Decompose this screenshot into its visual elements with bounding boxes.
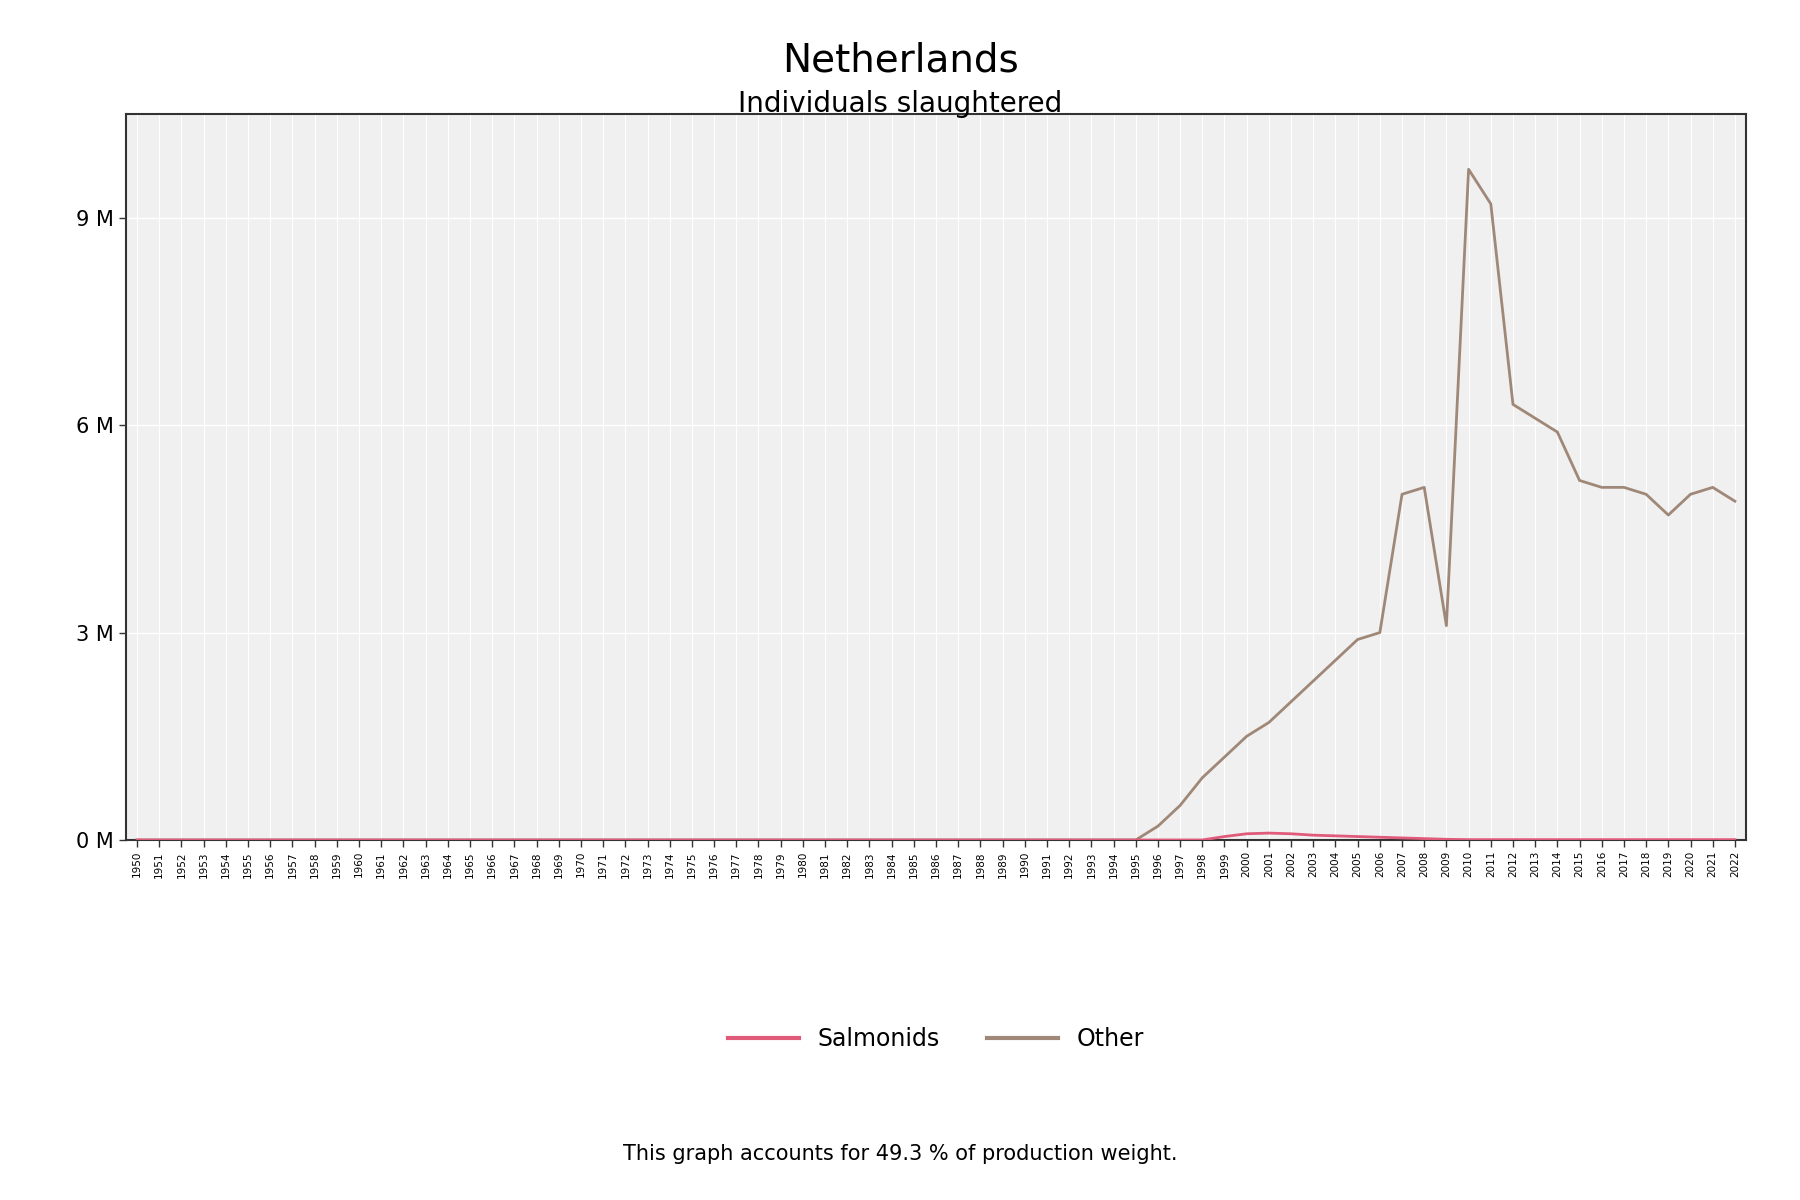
- Salmonids: [1480, 833, 1501, 847]
- Other: [1591, 480, 1613, 494]
- Other: [925, 833, 947, 847]
- Salmonids: [481, 833, 502, 847]
- Other: [1458, 162, 1480, 176]
- Salmonids: [1724, 833, 1746, 847]
- Other: [126, 833, 148, 847]
- Salmonids: [659, 833, 680, 847]
- Salmonids: [925, 833, 947, 847]
- Other: [1724, 494, 1746, 509]
- Line: Salmonids: Salmonids: [137, 833, 1735, 840]
- Other: [659, 833, 680, 847]
- Text: Netherlands: Netherlands: [781, 42, 1019, 80]
- Salmonids: [1525, 833, 1546, 847]
- Text: Individuals slaughtered: Individuals slaughtered: [738, 90, 1062, 118]
- Salmonids: [1591, 833, 1613, 847]
- Legend: Salmonids, Other: Salmonids, Other: [718, 1018, 1154, 1061]
- Other: [1525, 412, 1546, 426]
- Line: Other: Other: [137, 169, 1735, 840]
- Other: [1480, 197, 1501, 211]
- Text: This graph accounts for 49.3 % of production weight.: This graph accounts for 49.3 % of produc…: [623, 1144, 1177, 1164]
- Other: [481, 833, 502, 847]
- Salmonids: [1258, 826, 1280, 840]
- Salmonids: [126, 833, 148, 847]
